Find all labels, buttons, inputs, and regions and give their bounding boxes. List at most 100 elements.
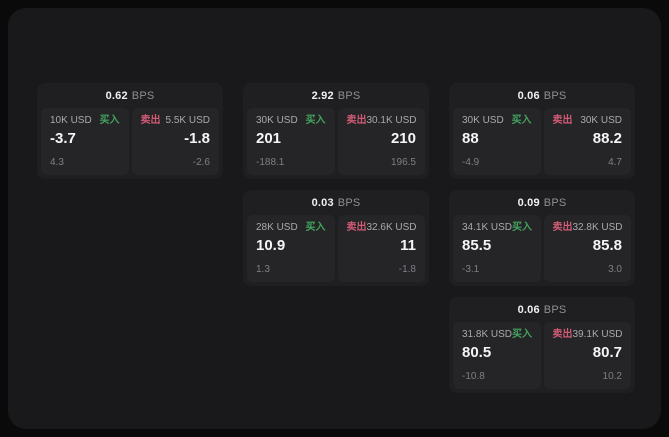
sell-label: 卖出 (552, 222, 573, 233)
quote-cards-grid: 0.62 BPS 10K USD 买入 -3.7 4.3 卖出 5.5K USD… (37, 83, 661, 393)
quote-card-header: 0.06 BPS (449, 83, 635, 108)
sell-amount: 32.8K USD (572, 222, 623, 233)
sell-panel-top-row: 卖出 32.6K USD (347, 222, 417, 234)
buy-sub-value: -188.1 (256, 157, 285, 168)
sell-label: 卖出 (140, 115, 161, 126)
quote-card[interactable]: 0.62 BPS 10K USD 买入 -3.7 4.3 卖出 5.5K USD… (37, 83, 223, 179)
bps-value: 0.09 (517, 196, 540, 209)
buy-panel[interactable]: 34.1K USD 买入 85.5 -3.1 (453, 215, 541, 282)
sell-sub-value: -1.8 (398, 264, 416, 275)
sell-sub-value: 4.7 (608, 157, 622, 168)
bps-unit-label: BPS (543, 89, 567, 102)
sell-panel[interactable]: 卖出 32.8K USD 85.8 3.0 (543, 215, 631, 282)
quote-card-body: 30K USD 买入 88 -4.9 卖出 30K USD 88.2 4.7 (449, 108, 635, 179)
buy-sub-value: -4.9 (462, 157, 480, 168)
quote-card-body: 31.8K USD 买入 80.5 -10.8 卖出 39.1K USD 80.… (449, 322, 635, 393)
buy-amount: 30K USD (256, 115, 298, 126)
bps-unit-label: BPS (543, 196, 567, 209)
bps-value: 0.62 (105, 89, 128, 102)
buy-label: 买入 (511, 115, 532, 126)
buy-price: 80.5 (462, 344, 492, 361)
quote-card-header: 0.06 BPS (449, 297, 635, 322)
sell-price: -1.8 (184, 130, 210, 147)
buy-panel-top-row: 31.8K USD 买入 (462, 329, 532, 341)
sell-panel[interactable]: 卖出 5.5K USD -1.8 -2.6 (131, 108, 219, 175)
buy-amount: 30K USD (462, 115, 504, 126)
buy-price: -3.7 (50, 130, 76, 147)
sell-price: 210 (390, 130, 416, 147)
buy-panel[interactable]: 28K USD 买入 10.9 1.3 (247, 215, 335, 282)
quote-card-header: 0.03 BPS (243, 190, 429, 215)
quote-card[interactable]: 2.92 BPS 30K USD 买入 201 -188.1 卖出 30.1K … (243, 83, 429, 179)
sell-panel[interactable]: 卖出 30K USD 88.2 4.7 (543, 108, 631, 175)
buy-panel-top-row: 10K USD 买入 (50, 115, 120, 127)
sell-price: 88.2 (592, 130, 622, 147)
sell-amount: 5.5K USD (165, 115, 210, 126)
bps-unit-label: BPS (543, 303, 567, 316)
quote-card[interactable]: 0.06 BPS 30K USD 买入 88 -4.9 卖出 30K USD 8… (449, 83, 635, 179)
buy-panel[interactable]: 30K USD 买入 201 -188.1 (247, 108, 335, 175)
buy-panel-top-row: 30K USD 买入 (256, 115, 326, 127)
bps-value: 0.06 (517, 303, 540, 316)
quote-card[interactable]: 0.06 BPS 31.8K USD 买入 80.5 -10.8 卖出 39.1… (449, 297, 635, 393)
bps-value: 0.06 (517, 89, 540, 102)
sell-amount: 30.1K USD (366, 115, 417, 126)
bps-unit-label: BPS (131, 89, 155, 102)
buy-sub-value: -10.8 (462, 371, 485, 382)
buy-amount: 10K USD (50, 115, 92, 126)
sell-panel-top-row: 卖出 5.5K USD (141, 115, 211, 127)
sell-panel-top-row: 卖出 32.8K USD (553, 222, 623, 234)
buy-label: 买入 (512, 222, 533, 233)
buy-price: 10.9 (256, 237, 286, 254)
sell-price: 11 (400, 237, 416, 254)
quote-card-body: 34.1K USD 买入 85.5 -3.1 卖出 32.8K USD 85.8… (449, 215, 635, 286)
buy-amount: 34.1K USD (462, 222, 513, 233)
sell-panel[interactable]: 卖出 32.6K USD 11 -1.8 (337, 215, 425, 282)
sell-label: 卖出 (346, 222, 367, 233)
quote-card-body: 28K USD 买入 10.9 1.3 卖出 32.6K USD 11 -1.8 (243, 215, 429, 286)
sell-label: 卖出 (552, 115, 573, 126)
bps-unit-label: BPS (337, 89, 361, 102)
sell-panel[interactable]: 卖出 30.1K USD 210 196.5 (337, 108, 425, 175)
buy-label: 买入 (512, 329, 533, 340)
buy-panel[interactable]: 10K USD 买入 -3.7 4.3 (41, 108, 129, 175)
buy-panel-top-row: 34.1K USD 买入 (462, 222, 532, 234)
buy-label: 买入 (305, 115, 326, 126)
bps-unit-label: BPS (337, 196, 361, 209)
sell-label: 卖出 (552, 329, 573, 340)
quote-card-header: 0.62 BPS (37, 83, 223, 108)
quote-card[interactable]: 0.03 BPS 28K USD 买入 10.9 1.3 卖出 32.6K US… (243, 190, 429, 286)
sell-amount: 30K USD (580, 115, 622, 126)
buy-amount: 31.8K USD (462, 329, 513, 340)
sell-sub-value: 3.0 (608, 264, 622, 275)
quote-card[interactable]: 0.09 BPS 34.1K USD 买入 85.5 -3.1 卖出 32.8K… (449, 190, 635, 286)
sell-amount: 32.6K USD (366, 222, 417, 233)
bps-value: 2.92 (311, 89, 334, 102)
quotes-panel: 0.62 BPS 10K USD 买入 -3.7 4.3 卖出 5.5K USD… (8, 8, 661, 429)
buy-panel-top-row: 28K USD 买入 (256, 222, 326, 234)
buy-panel-top-row: 30K USD 买入 (462, 115, 532, 127)
sell-panel-top-row: 卖出 30.1K USD (347, 115, 417, 127)
quote-card-header: 2.92 BPS (243, 83, 429, 108)
sell-panel[interactable]: 卖出 39.1K USD 80.7 10.2 (543, 322, 631, 389)
buy-amount: 28K USD (256, 222, 298, 233)
buy-price: 88 (462, 130, 479, 147)
buy-sub-value: -3.1 (462, 264, 480, 275)
quote-card-body: 10K USD 买入 -3.7 4.3 卖出 5.5K USD -1.8 -2.… (37, 108, 223, 179)
buy-sub-value: 4.3 (50, 157, 64, 168)
sell-price: 80.7 (592, 344, 622, 361)
sell-panel-top-row: 卖出 30K USD (553, 115, 623, 127)
sell-label: 卖出 (346, 115, 367, 126)
sell-panel-top-row: 卖出 39.1K USD (553, 329, 623, 341)
buy-panel[interactable]: 30K USD 买入 88 -4.9 (453, 108, 541, 175)
sell-sub-value: -2.6 (192, 157, 210, 168)
buy-price: 85.5 (462, 237, 492, 254)
sell-sub-value: 196.5 (390, 157, 416, 168)
sell-sub-value: 10.2 (602, 371, 622, 382)
buy-label: 买入 (305, 222, 326, 233)
buy-label: 买入 (99, 115, 120, 126)
buy-panel[interactable]: 31.8K USD 买入 80.5 -10.8 (453, 322, 541, 389)
quote-card-body: 30K USD 买入 201 -188.1 卖出 30.1K USD 210 1… (243, 108, 429, 179)
sell-price: 85.8 (592, 237, 622, 254)
quote-card-header: 0.09 BPS (449, 190, 635, 215)
